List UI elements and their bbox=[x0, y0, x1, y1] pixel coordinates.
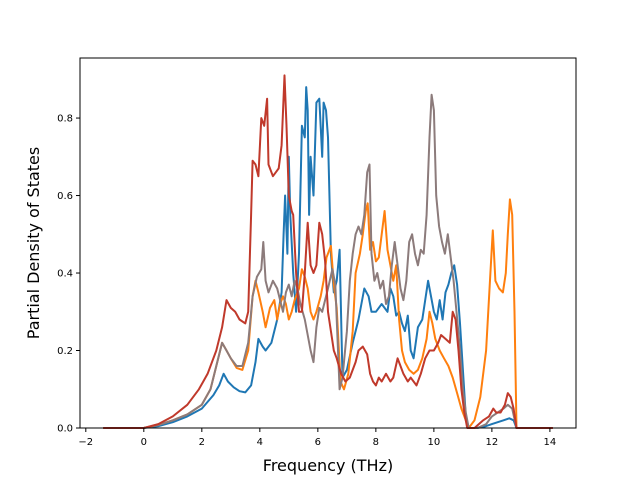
series-line-4 bbox=[103, 74, 553, 429]
series-line-1 bbox=[103, 86, 553, 429]
y-tick-label: 0.8 bbox=[57, 114, 73, 125]
y-tick-label: 0.4 bbox=[57, 269, 73, 280]
x-tick-label: 6 bbox=[315, 437, 321, 448]
x-tick-label: 10 bbox=[428, 437, 441, 448]
y-tick-label: 0.2 bbox=[57, 346, 73, 357]
y-axis-label: Partial Density of States bbox=[24, 147, 43, 339]
series-layer bbox=[103, 74, 553, 429]
x-tick-label: −2 bbox=[78, 437, 93, 448]
plot-frame bbox=[79, 57, 577, 429]
x-axis-label: Frequency (THz) bbox=[263, 456, 393, 475]
y-axis: 0.0 0.2 0.4 0.6 0.8 bbox=[57, 114, 80, 435]
x-tick-label: 12 bbox=[486, 437, 499, 448]
x-tick-label: 4 bbox=[257, 437, 263, 448]
x-tick-label: 0 bbox=[141, 437, 147, 448]
x-tick-label: 2 bbox=[199, 437, 205, 448]
y-tick-label: 0.6 bbox=[57, 191, 73, 202]
x-tick-label: 8 bbox=[373, 437, 379, 448]
series-line-3 bbox=[103, 93, 553, 429]
x-tick-label: 14 bbox=[544, 437, 557, 448]
y-tick-label: 0.0 bbox=[57, 424, 73, 435]
x-axis: −2 0 2 4 6 8 10 12 14 bbox=[78, 428, 556, 448]
